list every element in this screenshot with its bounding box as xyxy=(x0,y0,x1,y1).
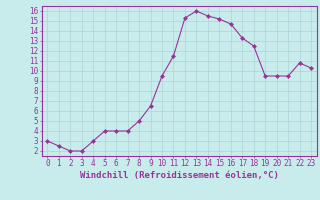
X-axis label: Windchill (Refroidissement éolien,°C): Windchill (Refroidissement éolien,°C) xyxy=(80,171,279,180)
